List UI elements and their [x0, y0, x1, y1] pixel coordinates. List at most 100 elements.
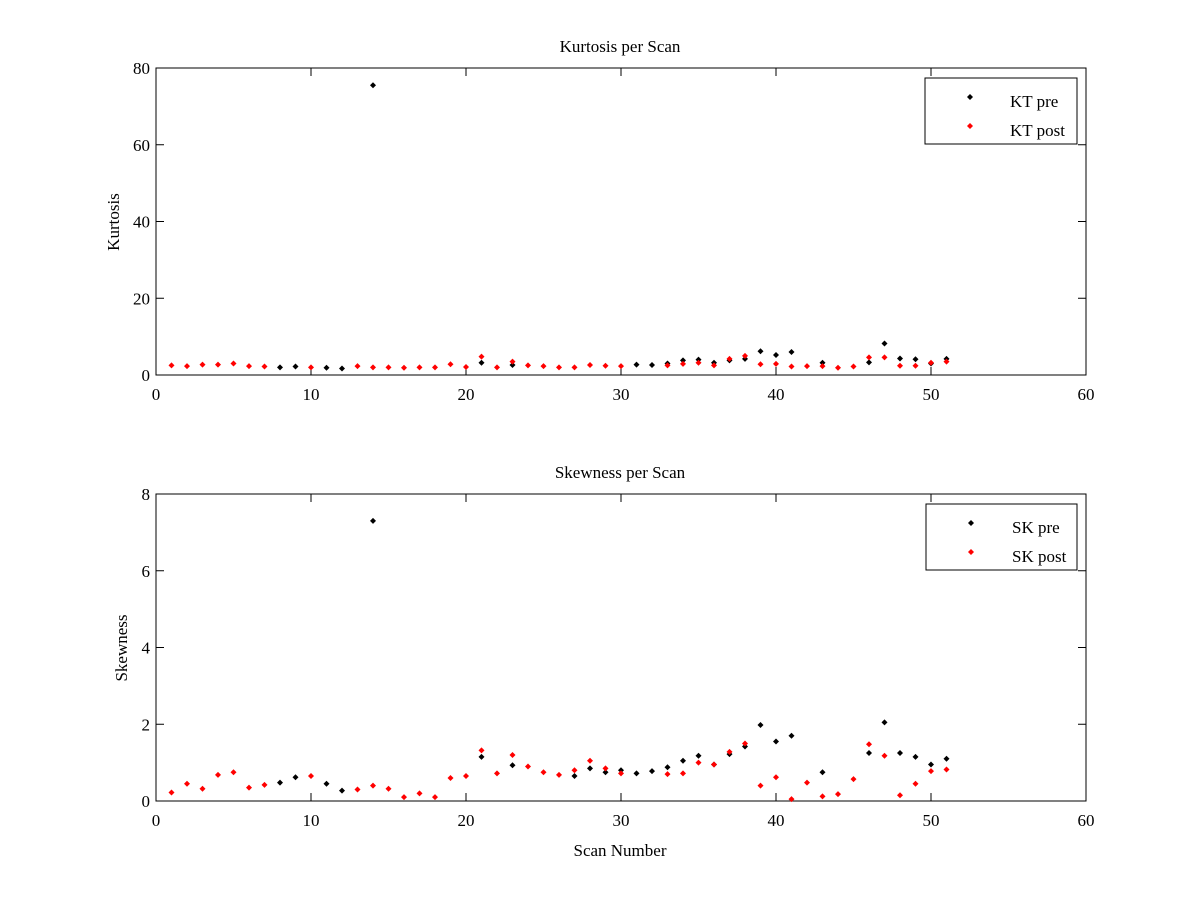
data-point: [742, 740, 748, 747]
data-point: [618, 770, 624, 777]
data-point: [432, 364, 438, 371]
legend-label-sk-pre: SK pre: [1012, 518, 1060, 537]
data-point: [695, 356, 702, 363]
x-tick-label: 30: [613, 385, 630, 404]
data-point: [261, 363, 268, 370]
skewness-axes-ticks: 0 10 20 30 40 50 60 0 2 4 6 8: [142, 485, 1095, 830]
data-point: [881, 340, 888, 347]
data-point: [866, 750, 872, 757]
x-tick-label: 0: [152, 811, 161, 830]
data-point: [850, 776, 857, 783]
x-tick-label: 10: [303, 811, 320, 830]
data-point: [726, 355, 733, 362]
data-point: [339, 787, 345, 794]
kurtosis-axes-ticks: 0 10 20 30 40 50 60 0 20 40 60 80: [133, 59, 1095, 404]
data-point: [370, 517, 376, 524]
legend-label-sk-post: SK post: [1012, 547, 1067, 566]
data-point: [819, 359, 826, 366]
data-point: [664, 362, 671, 369]
data-point: [897, 750, 903, 757]
kurtosis-y-axis-label: Kurtosis: [104, 193, 123, 251]
legend-marker-sk-post: [968, 549, 974, 555]
kurtosis-data-points: [168, 82, 950, 372]
data-point: [556, 364, 562, 371]
x-tick-label: 10: [303, 385, 320, 404]
data-point: [819, 793, 826, 800]
legend-marker-kt-pre: [967, 94, 973, 100]
data-point: [416, 790, 423, 797]
data-point: [587, 757, 593, 764]
skewness-legend-box: [925, 503, 1078, 571]
data-point: [943, 358, 950, 365]
data-point: [478, 353, 485, 360]
y-tick-label: 40: [133, 213, 150, 232]
x-tick-label: 50: [923, 385, 940, 404]
x-tick-label: 0: [152, 385, 161, 404]
data-point: [618, 767, 624, 774]
data-point: [370, 82, 376, 89]
data-point: [478, 359, 485, 366]
kurtosis-legend: KT pre KT post: [924, 77, 1078, 145]
y-tick-label: 6: [142, 562, 151, 581]
y-tick-label: 0: [142, 366, 151, 385]
data-point: [928, 761, 934, 768]
x-tick-label: 20: [458, 385, 475, 404]
data-point: [215, 361, 221, 368]
y-tick-label: 80: [133, 59, 150, 78]
data-point: [742, 355, 748, 362]
data-point: [850, 363, 857, 370]
data-point: [261, 781, 268, 788]
data-point: [339, 365, 345, 372]
data-point: [649, 768, 655, 775]
data-point: [401, 794, 407, 801]
data-point: [571, 773, 578, 780]
data-point: [494, 770, 500, 777]
legend-label-kt-post: KT post: [1010, 121, 1065, 140]
data-point: [184, 363, 190, 370]
data-point: [494, 364, 500, 371]
data-point: [695, 359, 702, 366]
data-point: [246, 784, 252, 791]
data-point: [370, 364, 376, 371]
skewness-legend: SK pre SK post: [925, 503, 1078, 571]
legend-label-kt-pre: KT pre: [1010, 92, 1058, 111]
skewness-chart: Skewness per Scan Skewness Scan Number 0…: [112, 463, 1095, 860]
y-tick-label: 0: [142, 792, 151, 811]
kurtosis-chart: Kurtosis per Scan Kurtosis 0 10 20 30 40 50 60…: [104, 37, 1095, 404]
data-point: [912, 780, 919, 787]
data-point: [385, 785, 392, 792]
data-point: [773, 352, 779, 359]
data-point: [726, 748, 733, 755]
data-point: [215, 771, 221, 778]
data-point: [509, 362, 516, 369]
data-point: [866, 354, 872, 361]
data-point: [199, 361, 206, 368]
data-point: [866, 359, 872, 366]
data-point: [943, 755, 950, 762]
y-tick-label: 4: [142, 639, 151, 658]
data-point: [308, 773, 314, 780]
data-point: [897, 362, 903, 369]
data-point: [881, 354, 888, 361]
kurtosis-legend-box: [924, 77, 1078, 145]
x-tick-label: 40: [768, 811, 785, 830]
data-point: [354, 786, 361, 793]
data-point: [277, 364, 283, 371]
data-point: [804, 779, 810, 786]
data-point: [277, 779, 283, 786]
data-point: [308, 364, 314, 371]
data-point: [881, 719, 888, 726]
data-point: [509, 751, 516, 758]
data-point: [571, 767, 578, 774]
data-point: [385, 364, 392, 371]
data-point: [370, 782, 376, 789]
data-point: [835, 791, 841, 798]
x-tick-label: 60: [1078, 811, 1095, 830]
skewness-data-points: [168, 517, 950, 803]
data-point: [323, 364, 330, 371]
data-point: [711, 761, 717, 768]
kurtosis-chart-title: Kurtosis per Scan: [560, 37, 681, 56]
data-point: [788, 363, 795, 370]
data-point: [602, 765, 609, 772]
